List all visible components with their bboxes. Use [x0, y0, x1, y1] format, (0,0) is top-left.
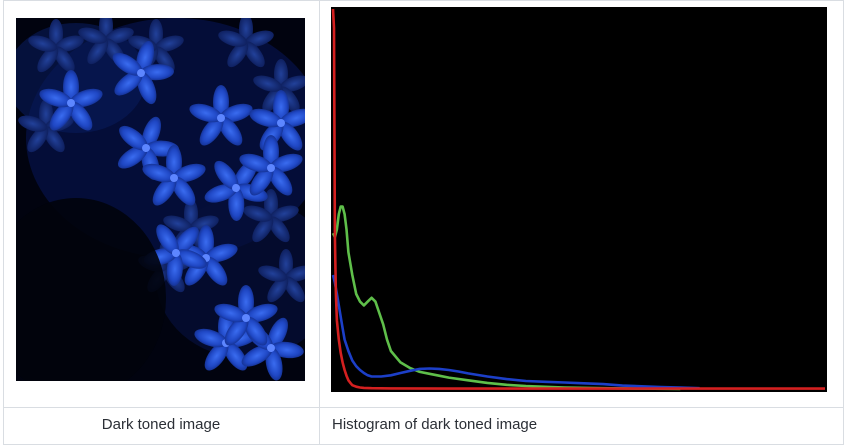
photo-caption: Dark toned image: [101, 416, 221, 433]
histogram-plot: [331, 7, 827, 392]
histogram-caption-cell: Histogram of dark toned image: [319, 407, 844, 445]
histogram-series-line-2: [331, 274, 700, 390]
histogram-background: [331, 7, 827, 392]
histogram-caption: Histogram of dark toned image: [332, 416, 538, 433]
photo-caption-cell: Dark toned image: [3, 407, 319, 445]
histogram-chart: [331, 7, 827, 392]
flower-photo-icon: [16, 18, 305, 381]
histogram-series-line-1: [331, 205, 681, 391]
dark-toned-photo: [16, 18, 305, 381]
histogram-series-line-0: [331, 8, 825, 390]
